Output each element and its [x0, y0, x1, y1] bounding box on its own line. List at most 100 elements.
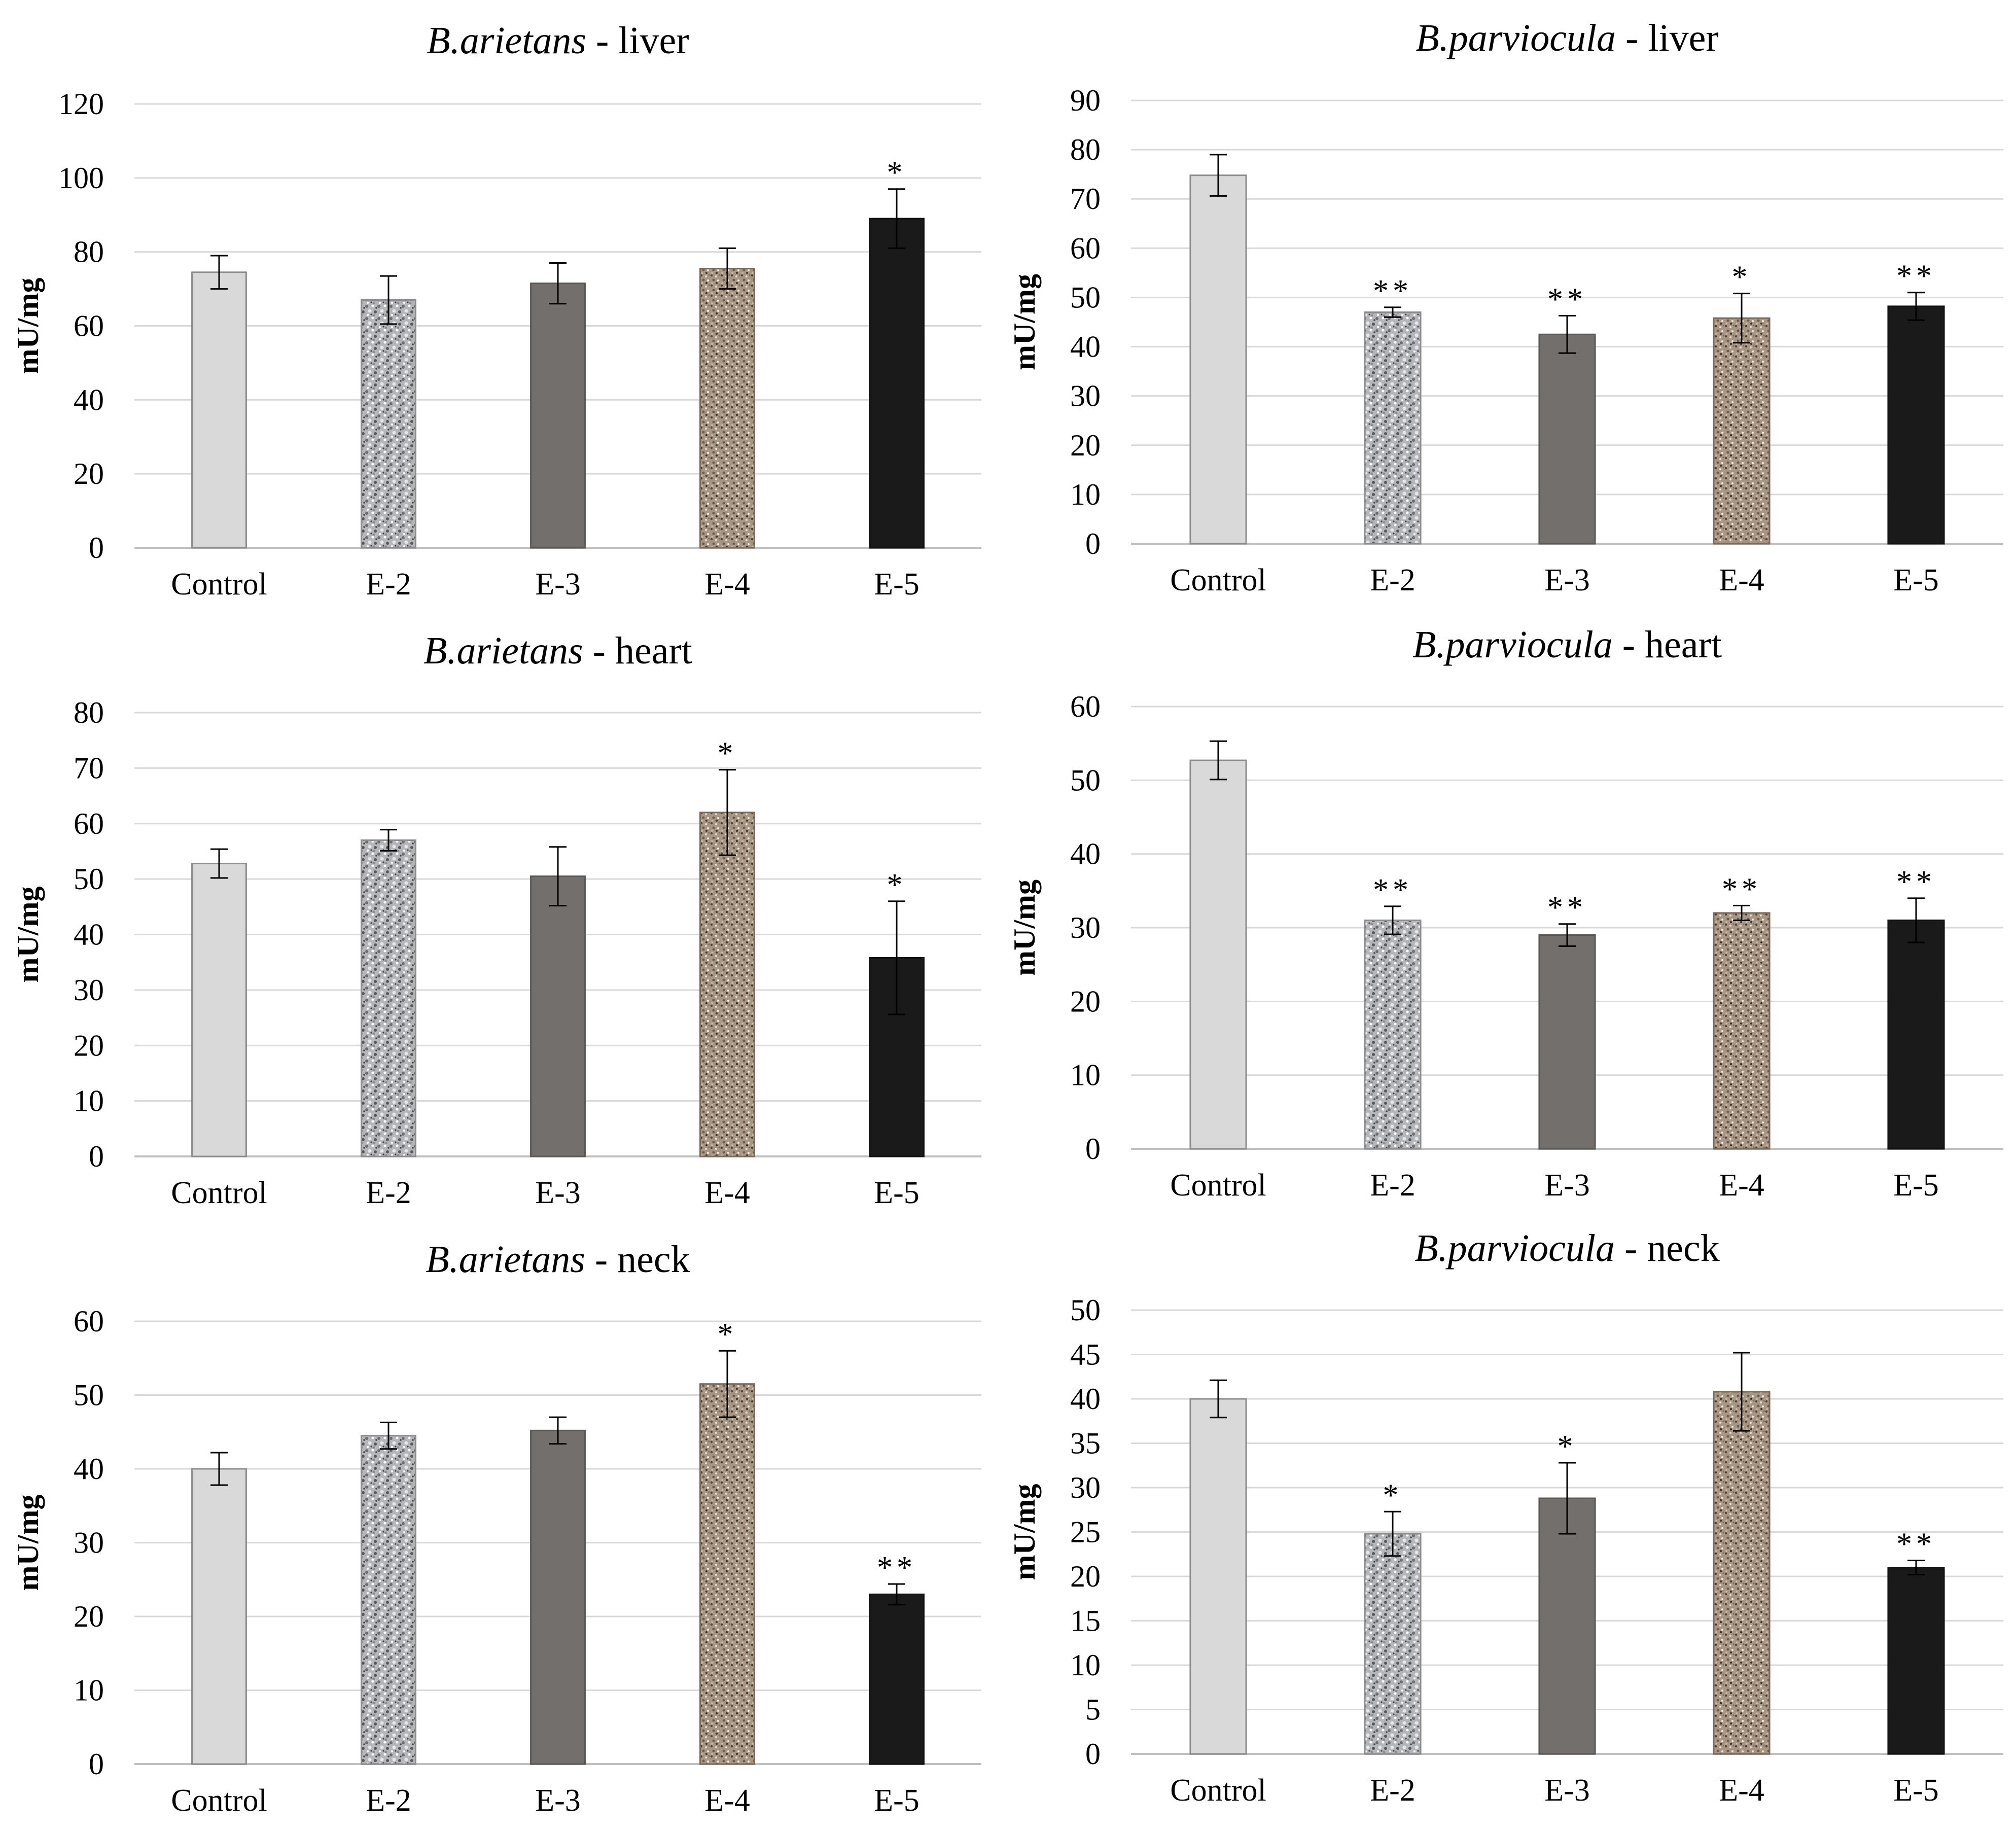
y-tick-label: 100 — [58, 161, 104, 195]
y-tick-label: 10 — [1070, 478, 1101, 511]
chart-panel-4: B.arietans - neck 0 10 20 30 40 50 60 mU/mg Contr… — [11, 1238, 981, 1818]
bar-e-3 — [530, 1429, 586, 1765]
bar-e-5 — [869, 1593, 925, 1765]
chart-title-species: B.arietans — [423, 629, 583, 672]
x-tick-label: E-5 — [1893, 1168, 1939, 1203]
bar-e-3 — [530, 875, 586, 1157]
chart-title-species: B.parviocula — [1414, 1227, 1615, 1270]
x-tick-label: Control — [1170, 1773, 1266, 1808]
x-tick-label: E-4 — [704, 567, 750, 602]
chart-title-species: B.arietans — [426, 1238, 585, 1281]
y-tick-label: 0 — [89, 1140, 104, 1173]
chart-panel-0: B.arietans - liver 0 20 40 60 80 100 120 mU/mg Co… — [11, 19, 981, 602]
chart-title-species: B.parviocula — [1412, 623, 1613, 666]
chart-title: B.parviocula - heart — [1412, 623, 1722, 666]
x-tick-label: E-2 — [366, 1176, 411, 1210]
y-tick-label: 50 — [74, 1379, 104, 1412]
chart-title: B.parviocula - neck — [1414, 1227, 1719, 1270]
bar-e-4 — [1713, 1391, 1771, 1755]
bar-e-2 — [1364, 1533, 1422, 1755]
significance-marker: * — [887, 868, 907, 902]
y-tick-label: 30 — [1070, 911, 1101, 944]
y-tick-label: 10 — [74, 1674, 104, 1707]
y-tick-label: 50 — [74, 862, 104, 896]
bar-control — [1189, 174, 1247, 545]
bar-control — [191, 1468, 247, 1765]
y-tick-label: 50 — [1070, 763, 1101, 797]
bar-e-4 — [699, 267, 755, 549]
y-tick-label: 30 — [74, 973, 104, 1007]
y-tick-label: 50 — [1070, 280, 1101, 314]
y-tick-label: 40 — [1070, 1382, 1101, 1416]
chart-title-organ: - neck — [585, 1238, 690, 1281]
chart-title: B.arietans - heart — [423, 629, 692, 672]
bar-control — [1189, 1398, 1247, 1755]
bar-e-4 — [699, 1383, 755, 1765]
y-tick-label: 60 — [74, 309, 104, 343]
significance-marker: * — [887, 156, 907, 190]
significance-marker: ** — [1896, 1527, 1936, 1562]
chart-title-organ: - heart — [583, 629, 692, 672]
bar-e-2 — [361, 1435, 416, 1765]
chart-title-organ: - heart — [1613, 623, 1722, 666]
chart-title-organ: - neck — [1615, 1227, 1720, 1270]
bar-e-4 — [699, 812, 755, 1157]
significance-marker: ** — [1547, 891, 1587, 925]
y-tick-label: 90 — [1070, 84, 1101, 117]
x-tick-label: Control — [1170, 563, 1266, 597]
y-tick-label: 20 — [1070, 984, 1101, 1018]
bar-e-2 — [361, 299, 416, 549]
y-tick-label: 80 — [74, 696, 104, 729]
bar-e-5 — [1887, 305, 1945, 545]
significance-marker: ** — [1722, 872, 1761, 906]
chart-title: B.arietans - neck — [426, 1238, 690, 1281]
y-tick-label: 20 — [1070, 1560, 1101, 1593]
y-tick-label: 60 — [1070, 690, 1101, 723]
x-tick-label: E-2 — [1370, 563, 1416, 597]
bar-e-3 — [1538, 934, 1596, 1150]
significance-marker: ** — [1896, 865, 1936, 899]
chart-panel-2: B.arietans - heart 0 10 20 30 40 50 60 70 80 mU/mg… — [11, 629, 981, 1210]
significance-marker: * — [718, 1317, 737, 1352]
bar-control — [1189, 759, 1247, 1150]
bar-e-3 — [1538, 333, 1596, 545]
y-tick-label: 20 — [1070, 429, 1101, 462]
y-axis-label: mU/mg — [11, 887, 45, 983]
significance-marker: ** — [1547, 282, 1587, 316]
y-tick-label: 60 — [74, 807, 104, 840]
y-axis-label: mU/mg — [11, 278, 45, 374]
significance-marker: * — [1732, 260, 1752, 295]
chart-panel-3: B.parviocula - heart 0 10 20 30 40 50 60 mU/mg Co… — [1008, 623, 2003, 1203]
y-tick-label: 20 — [74, 457, 104, 490]
y-tick-label: 35 — [1070, 1427, 1101, 1460]
y-tick-label: 80 — [1070, 133, 1101, 166]
chart-title-organ: - liver — [1616, 17, 1719, 59]
bar-e-2 — [361, 839, 416, 1157]
x-tick-label: E-5 — [1893, 1773, 1939, 1808]
chart-title-organ: - liver — [586, 19, 689, 62]
bar-control — [191, 863, 247, 1157]
chart-panel-1: B.parviocula - liver 0 10 20 30 40 50 60 70 80 90 m… — [1008, 17, 2003, 597]
x-tick-label: E-3 — [1544, 1773, 1590, 1808]
chart-panel-5: B.parviocula - neck 0 5 10 15 20 25 30 35 40 45 50 m… — [1008, 1227, 2003, 1808]
y-axis-label: mU/mg — [1008, 879, 1041, 976]
x-tick-label: E-5 — [874, 1783, 919, 1818]
x-tick-label: E-4 — [1719, 1168, 1764, 1203]
x-tick-label: E-5 — [1893, 563, 1939, 597]
y-tick-label: 5 — [1085, 1693, 1101, 1727]
y-tick-label: 10 — [1070, 1059, 1101, 1092]
x-tick-label: E-2 — [366, 567, 411, 602]
y-tick-label: 10 — [74, 1084, 104, 1118]
bar-e-4 — [1713, 317, 1771, 545]
x-tick-label: E-4 — [1719, 563, 1764, 597]
significance-marker: * — [718, 736, 737, 771]
x-tick-label: Control — [1170, 1168, 1266, 1203]
x-tick-label: E-3 — [1544, 563, 1590, 597]
y-tick-label: 30 — [74, 1526, 104, 1560]
x-tick-label: E-3 — [535, 1783, 581, 1818]
y-tick-label: 0 — [1085, 527, 1101, 560]
y-tick-label: 45 — [1070, 1338, 1101, 1371]
y-tick-label: 0 — [1085, 1737, 1101, 1771]
x-tick-label: E-4 — [704, 1783, 750, 1818]
